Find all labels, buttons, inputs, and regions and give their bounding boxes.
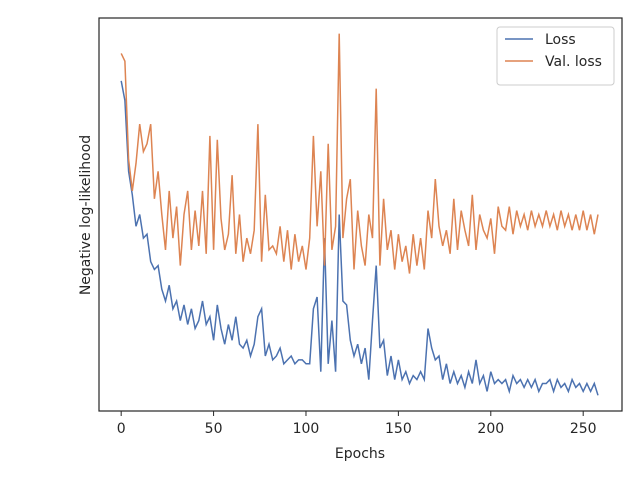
y-axis-label: Negative log-likelihood bbox=[78, 135, 94, 295]
x-tick-label: 0 bbox=[117, 421, 126, 437]
x-tick-label: 150 bbox=[385, 421, 412, 437]
series-line bbox=[120, 33, 599, 274]
x-tick-label: 100 bbox=[293, 421, 320, 437]
plot-frame bbox=[98, 17, 623, 412]
x-tick-label: 200 bbox=[477, 421, 504, 437]
legend-box bbox=[496, 26, 615, 86]
series-line bbox=[120, 80, 599, 396]
x-tick-label: 50 bbox=[205, 421, 223, 437]
legend-label: Val. loss bbox=[545, 54, 602, 70]
x-tick-label: 250 bbox=[570, 421, 597, 437]
x-axis-label: Epochs bbox=[335, 446, 385, 462]
legend-label: Loss bbox=[545, 32, 576, 48]
